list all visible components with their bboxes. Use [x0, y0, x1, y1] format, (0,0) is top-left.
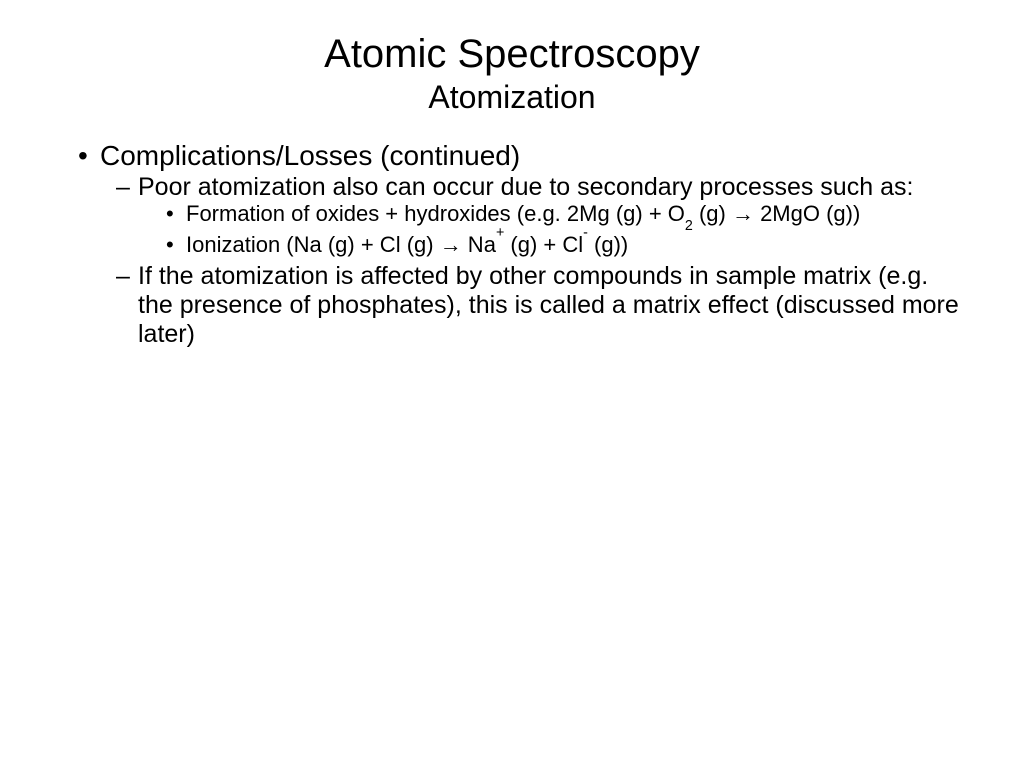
bullet-list-level1: Complications/Losses (continued) Poor at… — [60, 140, 964, 348]
bullet-list-level3: Formation of oxides + hydroxides (e.g. 2… — [138, 201, 964, 258]
bullet-text: Poor atomization also can occur due to s… — [138, 173, 913, 201]
bullet-list-level2: Poor atomization also can occur due to s… — [100, 173, 964, 349]
list-item: Ionization (Na (g) + Cl (g) → Na+ (g) + … — [186, 232, 964, 258]
list-item: Complications/Losses (continued) Poor at… — [100, 140, 964, 348]
bullet-text: (g)) — [588, 232, 628, 257]
list-item: Poor atomization also can occur due to s… — [138, 173, 964, 259]
superscript: + — [496, 225, 504, 241]
slide-title: Atomic Spectroscopy — [60, 30, 964, 78]
bullet-text: If the atomization is affected by other … — [138, 262, 959, 348]
bullet-text: (g) + Cl — [504, 232, 583, 257]
slide-container: Atomic Spectroscopy Atomization Complica… — [0, 0, 1024, 768]
subscript: 2 — [685, 218, 693, 234]
list-item: Formation of oxides + hydroxides (e.g. 2… — [186, 201, 964, 227]
bullet-text: Formation of oxides + hydroxides (e.g. 2… — [186, 201, 685, 226]
slide-subtitle: Atomization — [60, 78, 964, 116]
bullet-text: Complications/Losses (continued) — [100, 140, 520, 171]
superscript: - — [583, 225, 588, 241]
bullet-text: Ionization (Na (g) + Cl (g) → Na — [186, 232, 496, 257]
title-block: Atomic Spectroscopy Atomization — [60, 30, 964, 116]
list-item: If the atomization is affected by other … — [138, 262, 964, 348]
bullet-text: (g) → 2MgO (g)) — [693, 201, 860, 226]
